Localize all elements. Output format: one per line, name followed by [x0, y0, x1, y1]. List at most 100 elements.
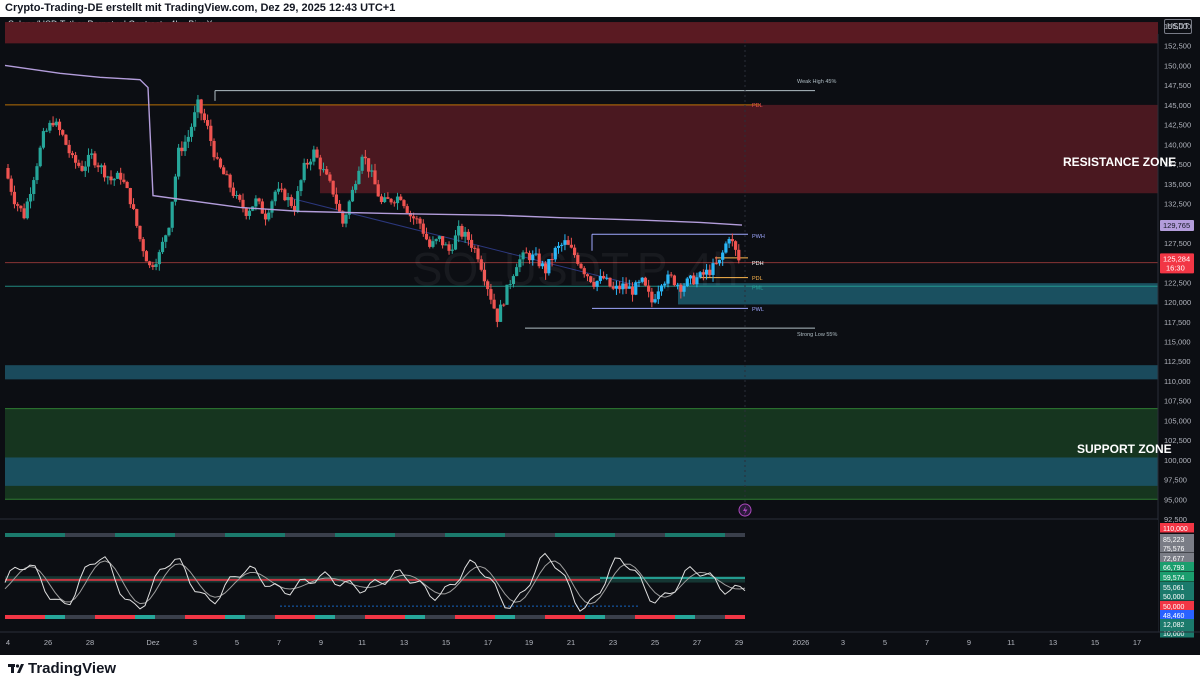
price-tick-label: 135,000: [1164, 180, 1191, 189]
candle: [273, 190, 277, 206]
candle: [180, 141, 184, 156]
header-text: Crypto-Trading-DE erstellt mit TradingVi…: [5, 2, 396, 14]
candle: [450, 243, 454, 254]
candle: [38, 145, 42, 168]
candle-body: [276, 188, 281, 192]
oscillator-value-label: 85,223: [1163, 537, 1185, 544]
candle: [524, 247, 528, 254]
candle: [640, 277, 644, 284]
candle-body: [682, 286, 686, 292]
signal-strip-bottom: [655, 615, 665, 619]
candle-body: [450, 249, 454, 251]
candle-body: [112, 178, 116, 181]
candle-body: [218, 158, 223, 168]
signal-strip-bottom: [545, 615, 555, 619]
candle-body: [547, 258, 551, 274]
signal-strip-top: [585, 533, 595, 537]
candle-body: [389, 198, 393, 203]
candle-body: [131, 204, 136, 210]
candle: [515, 263, 519, 277]
signal-strip-top: [405, 533, 415, 537]
top-resistance-band: [5, 22, 1158, 44]
candle: [556, 241, 561, 254]
candle: [270, 199, 274, 218]
candle-body: [598, 275, 602, 281]
candle: [189, 123, 194, 142]
candle: [608, 277, 612, 288]
price-tick-label: 155,000: [1164, 22, 1191, 31]
candle-body: [444, 244, 448, 246]
candle: [244, 207, 248, 220]
strong-low-label: Strong Low 55%: [797, 332, 837, 338]
signal-strip-bottom: [145, 615, 155, 619]
pml-label: PML: [752, 285, 763, 291]
signal-strip-top: [685, 533, 695, 537]
time-tick-label: 29: [735, 638, 743, 647]
oscillator-value-label: 50,000: [1163, 594, 1185, 601]
candle-body: [441, 236, 445, 246]
signal-strip-top: [365, 533, 375, 537]
candle-body: [99, 165, 103, 168]
candle: [421, 219, 425, 237]
candle: [167, 227, 171, 237]
candle-body: [231, 187, 235, 196]
signal-strip-top: [275, 533, 285, 537]
candle-body: [437, 236, 441, 240]
candle: [460, 223, 464, 240]
candle: [238, 193, 242, 203]
candle-body: [41, 131, 46, 148]
candle: [656, 285, 660, 304]
candle-body: [109, 176, 113, 181]
candle: [601, 271, 606, 280]
oscillator-value-label: 50,000: [1163, 604, 1185, 611]
candle: [595, 280, 599, 292]
candle-body: [424, 233, 429, 240]
candle-body: [286, 197, 290, 201]
candle: [347, 199, 351, 219]
candle-body: [167, 227, 171, 236]
signal-strip-bottom: [235, 615, 245, 619]
signal-strip-bottom: [335, 615, 345, 619]
candle-body: [511, 276, 516, 285]
signal-strip-top: [595, 533, 605, 537]
pdh-label: PDH: [752, 261, 764, 267]
chart-canvas[interactable]: SOLUSDT.P, 4h Weak High 45% Strong Low 55%…: [0, 0, 1200, 655]
signal-strip-top: [535, 533, 545, 537]
currency-button[interactable]: USDT: [1164, 19, 1192, 34]
candle-body: [627, 286, 631, 289]
candle-body: [447, 244, 451, 251]
signal-strip-bottom: [485, 615, 495, 619]
signal-strip-top: [85, 533, 95, 537]
candle: [479, 255, 483, 272]
signal-strip-top: [615, 533, 625, 537]
candle-body: [572, 247, 577, 256]
candle-body: [724, 243, 728, 253]
candle-body: [67, 144, 71, 154]
candle-body: [405, 206, 409, 214]
time-tick-label: 3: [841, 638, 845, 647]
candle: [106, 175, 110, 185]
candle-body: [312, 149, 316, 162]
candle-body: [61, 130, 65, 135]
candle: [212, 138, 216, 161]
candle: [415, 215, 419, 224]
candle-body: [289, 197, 293, 206]
time-tick-label: 5: [883, 638, 887, 647]
candle-body: [119, 172, 123, 180]
candle-body: [51, 122, 55, 126]
signal-strip-bottom: [535, 615, 545, 619]
last-price-badge: [1160, 253, 1194, 274]
candle: [96, 162, 100, 173]
candle-body: [669, 274, 673, 276]
candle: [296, 186, 300, 214]
signal-strip-top: [605, 533, 615, 537]
time-tick-label: 27: [693, 638, 701, 647]
candle: [302, 158, 306, 183]
last-price-value: 125,284: [1163, 254, 1190, 263]
candle-body: [585, 274, 590, 277]
candle: [566, 235, 570, 246]
candle-body: [415, 218, 419, 220]
signal-strip-bottom: [385, 615, 395, 619]
signal-strip-top: [55, 533, 65, 537]
candle-body: [592, 281, 596, 287]
